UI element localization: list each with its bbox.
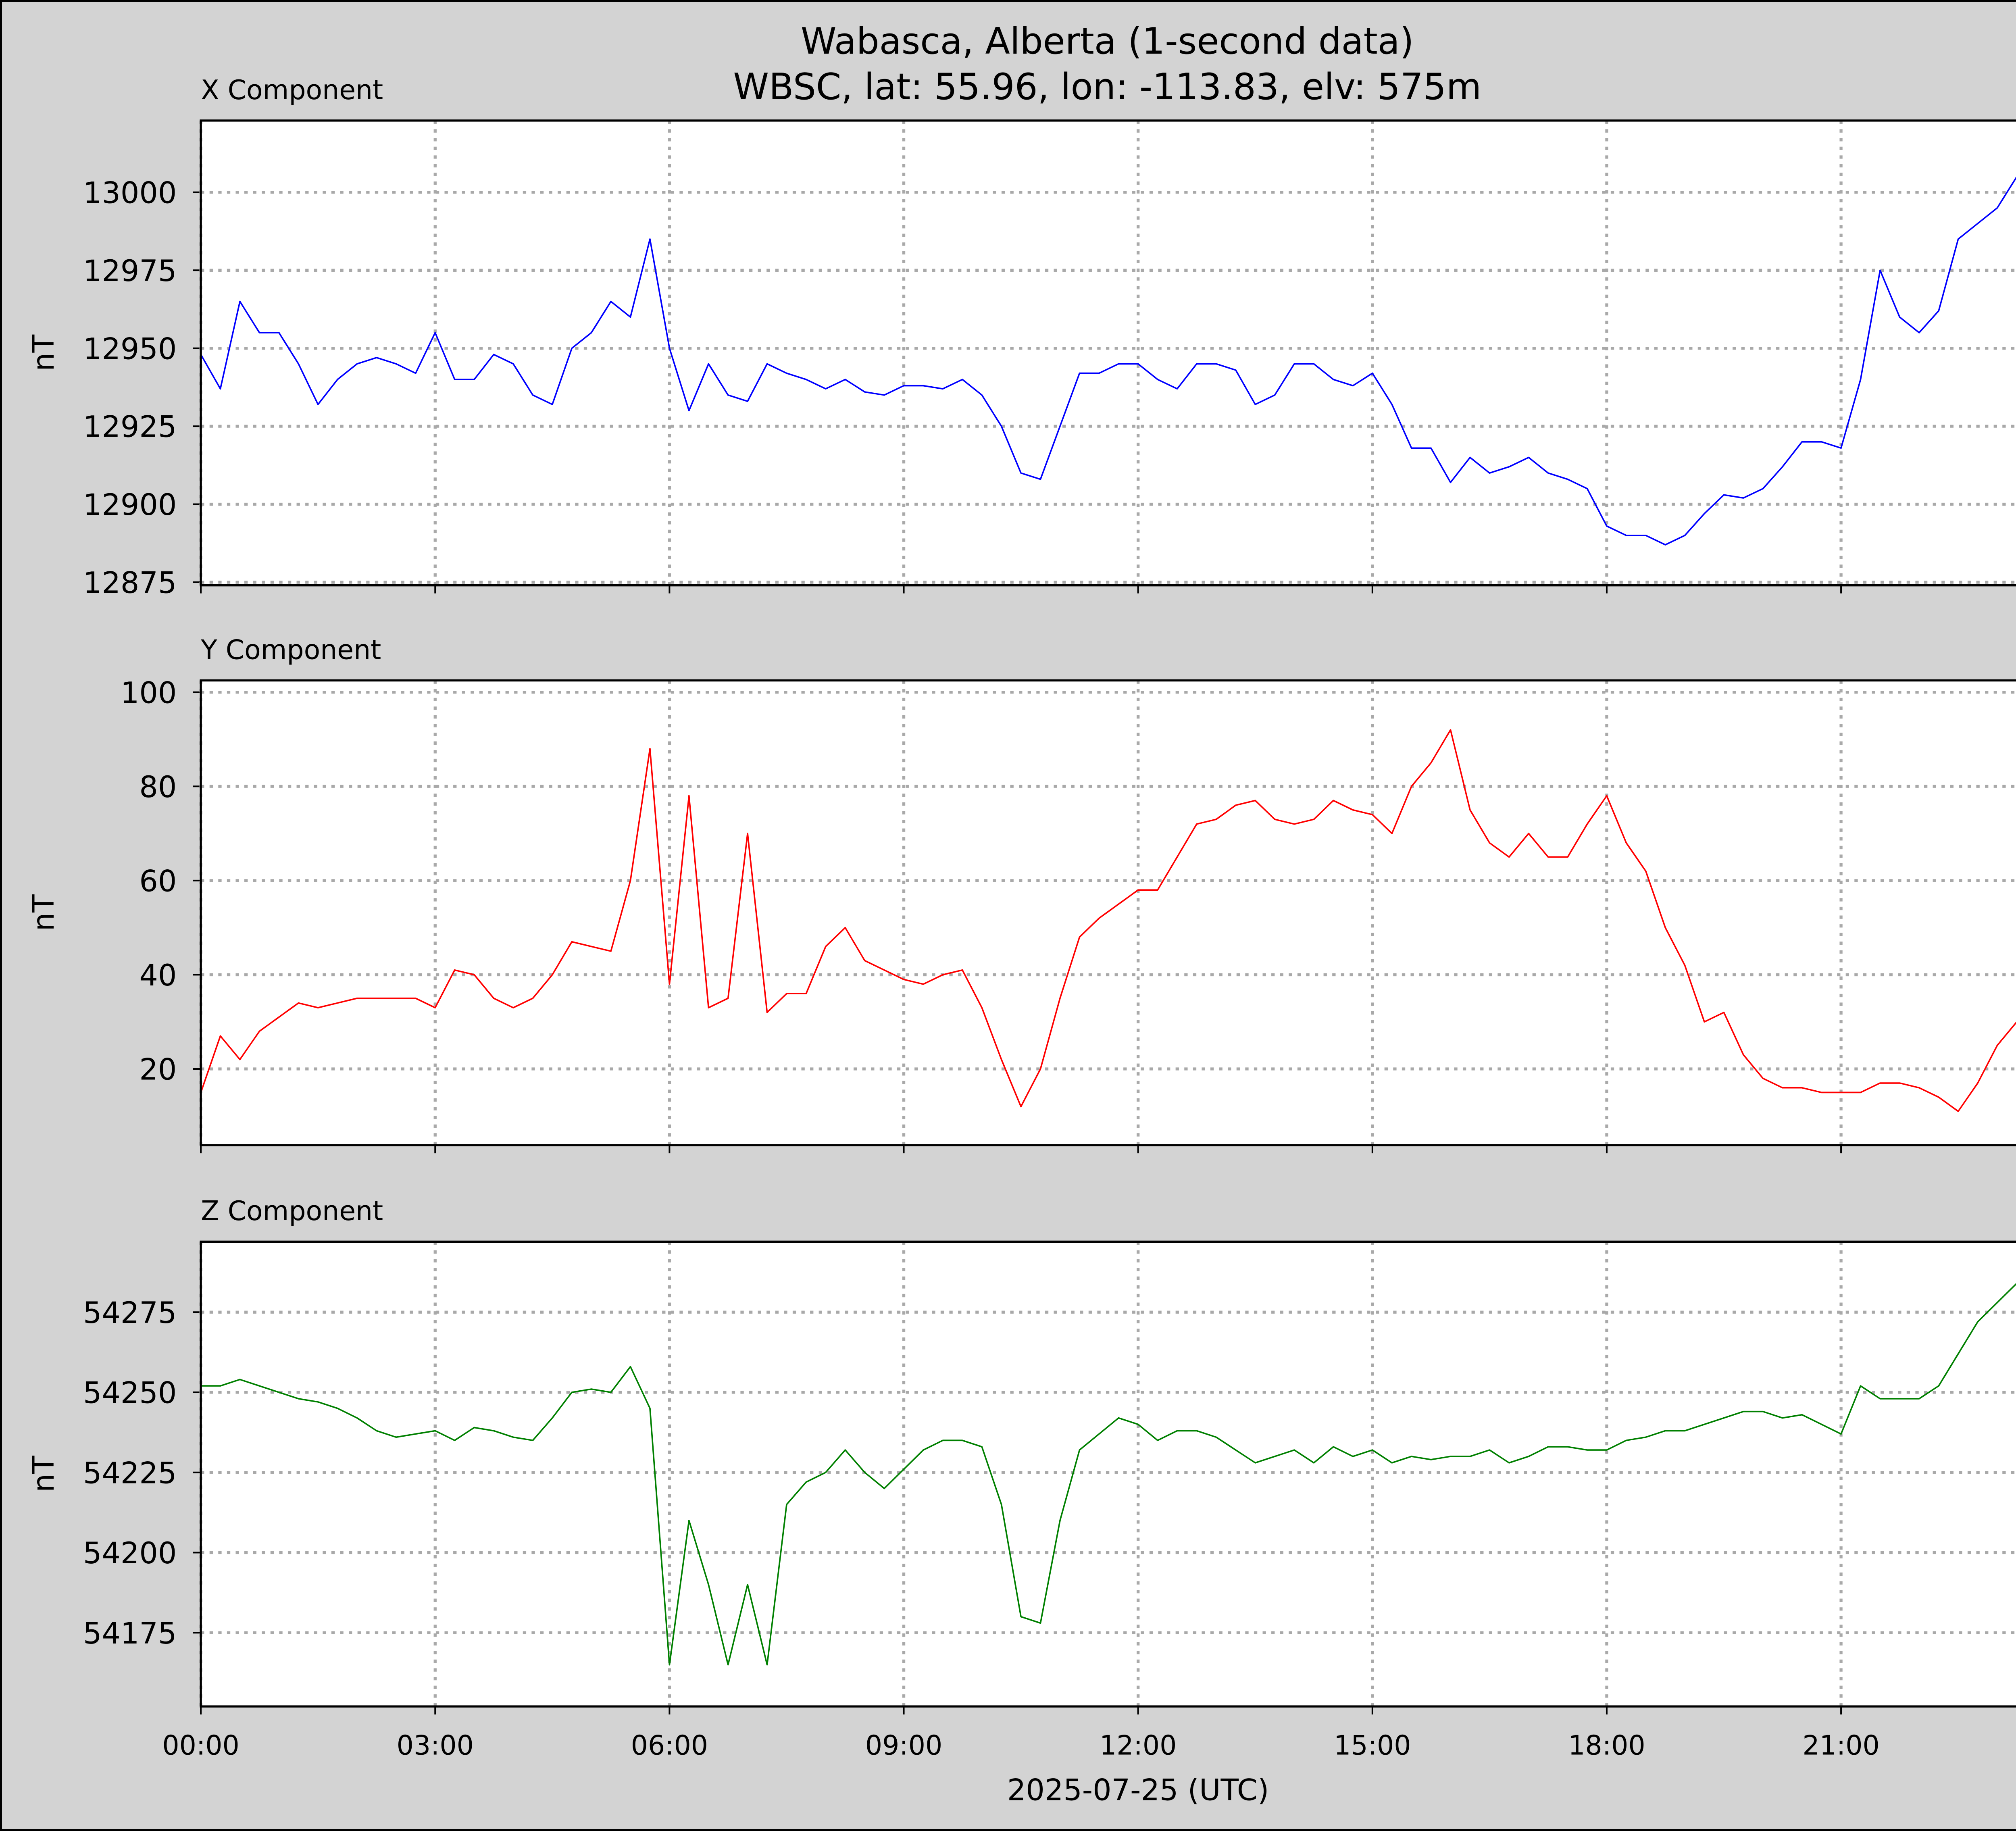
x-axis-label: 2025-07-25 (UTC) [1007, 1773, 1269, 1808]
figure-title: Wabasca, Alberta (1-second data) [801, 21, 1414, 62]
y-tick-label: 12925 [83, 410, 177, 444]
y-tick-label: 100 [121, 676, 177, 710]
plot-frame [200, 119, 2016, 587]
y-tick-label: 54275 [83, 1296, 177, 1330]
y-tick-label: 12975 [83, 254, 177, 288]
y-tick-label: 54225 [83, 1456, 177, 1490]
x-tick-label: 03:00 [397, 1730, 474, 1761]
panel-title: X Component [201, 74, 383, 106]
y-tick-label: 54175 [83, 1616, 177, 1651]
data-line [200, 729, 2016, 1112]
x-tick-label: 12:00 [1100, 1730, 1177, 1761]
y-axis-label: nT [27, 334, 61, 371]
figure-subtitle: WBSC, lat: 55.96, lon: -113.83, elv: 575… [733, 66, 1481, 108]
panel-title: Y Component [200, 634, 381, 665]
x-tick-label: 06:00 [631, 1730, 708, 1761]
y-tick-label: 40 [139, 958, 177, 993]
y-tick-label: 12875 [83, 566, 177, 600]
y-tick-label: 60 [139, 864, 177, 898]
y-tick-label: 13000 [83, 176, 177, 210]
data-line [200, 176, 2016, 546]
data-line [201, 1283, 2016, 1666]
y-tick-label: 12950 [83, 332, 177, 366]
plot-frame [200, 679, 2016, 1146]
y-tick-label: 54250 [83, 1376, 177, 1410]
x-tick-label: 00:00 [162, 1730, 239, 1761]
y-axis-label: nT [27, 894, 61, 931]
y-axis-label: nT [27, 1456, 61, 1492]
y-tick-label: 20 [139, 1053, 177, 1087]
y-tick-label: 54200 [83, 1536, 177, 1571]
y-tick-label: 80 [139, 770, 177, 804]
panel-title: Z Component [201, 1195, 383, 1227]
x-tick-label: 18:00 [1568, 1730, 1645, 1761]
plot-area [201, 680, 2016, 1146]
x-tick-label: 21:00 [1802, 1730, 1879, 1761]
x-tick-label: 15:00 [1334, 1730, 1411, 1761]
plot-area [201, 120, 2016, 585]
x-tick-label: 09:00 [865, 1730, 942, 1761]
plot-frame [200, 1240, 2016, 1708]
y-tick-label: 12900 [83, 488, 177, 522]
plot-area [201, 1241, 2016, 1707]
